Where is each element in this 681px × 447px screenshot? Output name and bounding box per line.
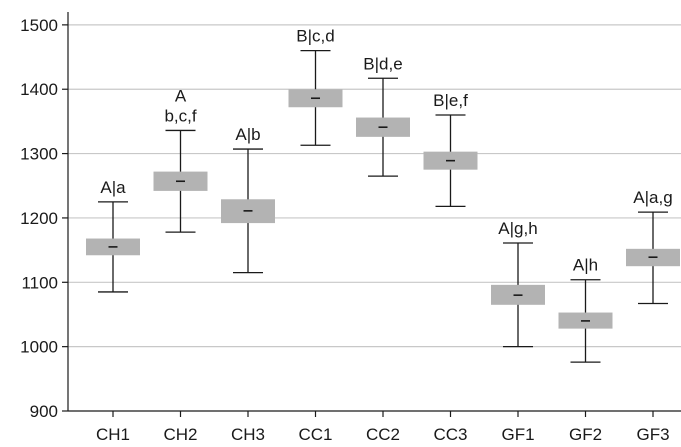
axes	[62, 12, 681, 417]
box-gf2	[558, 279, 613, 363]
y-tick-label: 1500	[20, 16, 58, 35]
box-cc3	[423, 114, 478, 208]
x-category-label: GF2	[569, 425, 602, 444]
box-cc2	[356, 77, 410, 177]
box-ch1	[86, 201, 140, 293]
x-category-label: CC3	[433, 425, 467, 444]
group-annotation: A|b	[235, 125, 260, 144]
box-gf3	[626, 211, 680, 305]
x-category-labels: CH1 CH2 CH3 CC1 CC2 CC3 GF1 GF2 GF3	[96, 425, 670, 444]
group-annotation: A|a,g	[633, 188, 672, 207]
group-annotation: B|e,f	[433, 91, 468, 110]
gridlines	[68, 24, 681, 348]
x-category-label: GF3	[636, 425, 669, 444]
x-category-label: CH2	[163, 425, 197, 444]
x-category-label: CH3	[231, 425, 265, 444]
y-tick-label: 1100	[21, 273, 58, 292]
group-annotation: A|a	[100, 178, 126, 197]
group-annotation: B|c,d	[296, 27, 334, 46]
x-category-label: CC2	[366, 425, 400, 444]
y-tick-label: 900	[30, 402, 58, 421]
box-ch3	[221, 148, 275, 274]
y-tick-label: 1400	[20, 80, 58, 99]
group-annotation: B|d,e	[363, 54, 402, 73]
group-annotation: b,c,f	[164, 106, 196, 125]
group-annotation: A|h	[573, 256, 598, 275]
group-annotation: A	[175, 86, 187, 105]
x-category-label: CH1	[96, 425, 130, 444]
y-tick-label: 1000	[20, 338, 58, 357]
y-tick-labels: 900 1000 1100 1200 1300 1400 1500	[20, 16, 58, 421]
x-category-label: CC1	[298, 425, 332, 444]
box-gf1	[491, 242, 545, 348]
group-annotations: A|a Ab,c,f A|b B|c,d B|d,e B|e,f A|g,h A|h A|a,g	[100, 27, 672, 275]
box-cc1	[288, 49, 343, 146]
boxes	[86, 49, 680, 363]
group-annotation: A|g,h	[498, 219, 537, 238]
y-tick-label: 1200	[20, 209, 58, 228]
box-ch2	[153, 129, 208, 233]
y-tick-label: 1300	[20, 145, 58, 164]
x-category-label: GF1	[501, 425, 534, 444]
